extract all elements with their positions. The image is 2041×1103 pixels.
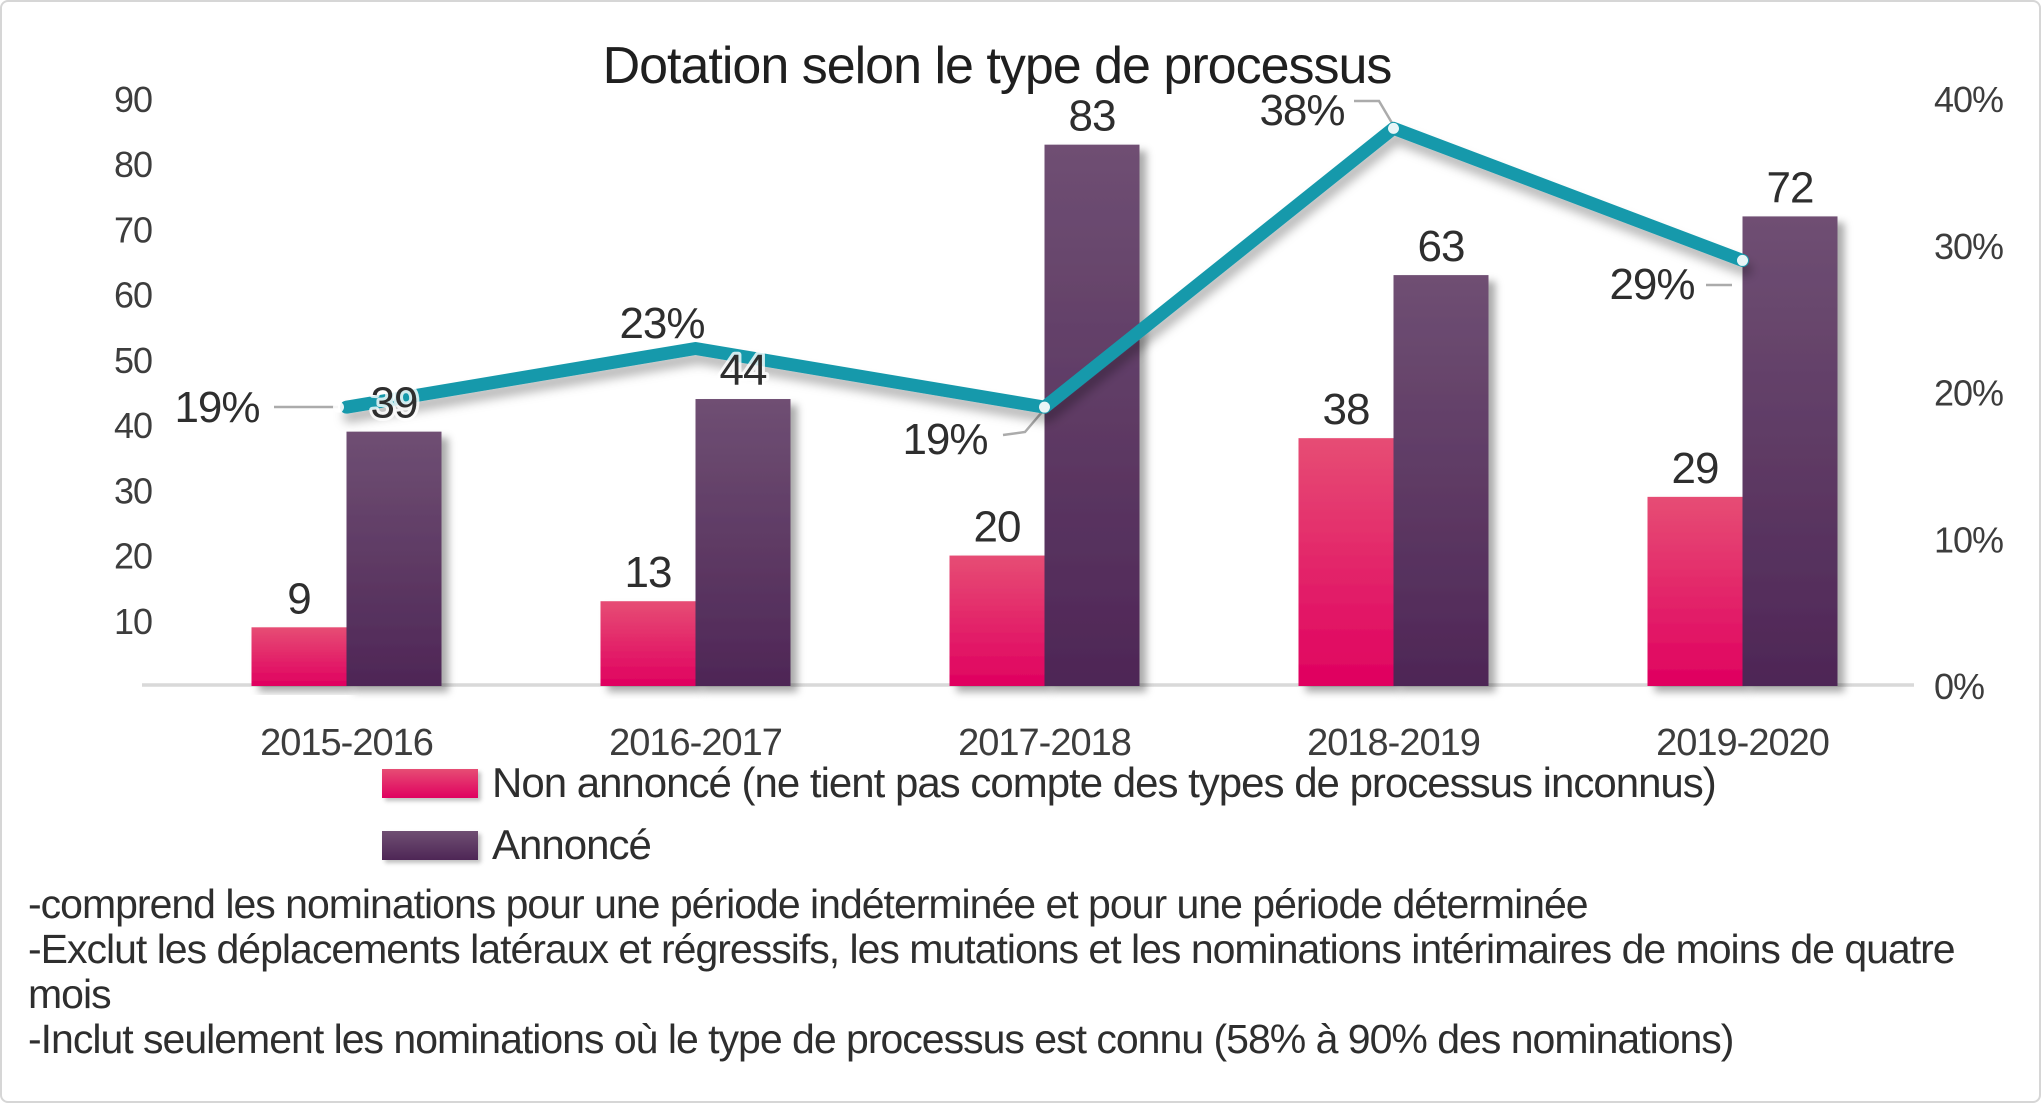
bar-non-annonce-2015-2016 — [251, 627, 347, 686]
label-leader-line — [1354, 99, 1394, 124]
bar-value-label: 13 — [625, 548, 672, 597]
bar-annonce-2017-2018 — [1044, 144, 1140, 687]
bars-non-annonce — [251, 438, 1743, 686]
x-axis-category-label: 2018-2019 — [1307, 722, 1480, 764]
left-axis-tick: 20 — [114, 536, 152, 577]
footnote-1: -comprend les nominations pour une pério… — [28, 881, 1589, 927]
right-axis-tick: 10% — [1934, 519, 2003, 560]
bar-value-label: 72 — [1767, 163, 1814, 212]
x-axis-category-label: 2016-2017 — [609, 722, 782, 764]
left-axis-tick: 10 — [114, 601, 152, 642]
line-percent-label: 19% — [174, 383, 259, 432]
right-axis-tick: 30% — [1934, 226, 2003, 267]
legend-label-non-annonce: Non annoncé (ne tient pas compte des typ… — [492, 759, 1717, 806]
bar-value-label: 38 — [1323, 385, 1370, 434]
bar-value-label: 39 — [371, 379, 418, 428]
bar-non-annonce-2016-2017 — [600, 601, 696, 686]
bar-annonce-2015-2016 — [346, 431, 442, 686]
x-axis-category-label: 2019-2020 — [1656, 722, 1829, 764]
leader-junction-dot — [1388, 122, 1399, 134]
chart-footnotes: -comprend les nominations pour une pério… — [28, 882, 2009, 1062]
bar-non-annonce-2017-2018 — [949, 555, 1045, 686]
leader-junction-dot — [1039, 401, 1050, 413]
left-axis-tick: 70 — [114, 209, 152, 250]
bars-annonce — [346, 144, 1838, 687]
leader-junction-dot — [333, 401, 344, 413]
chart-legend: Non annoncé (ne tient pas compte des typ… — [382, 759, 1717, 868]
bar-annonce-2019-2020 — [1742, 216, 1838, 686]
bar-value-label: 44 — [720, 346, 767, 395]
bar-value-label: 63 — [1418, 222, 1465, 271]
right-axis-tick: 0% — [1934, 666, 1984, 707]
legend-label-annonce: Annoncé — [492, 821, 652, 868]
legend-swatch-non-annonce — [382, 768, 478, 798]
chart-title: Dotation selon le type de processus — [602, 37, 1393, 95]
x-axis-category-label: 2017-2018 — [958, 722, 1131, 764]
right-axis-tick: 20% — [1934, 373, 2003, 414]
leader-junction-dot — [1737, 254, 1748, 266]
line-percent-label: 19% — [902, 415, 987, 464]
line-percent-label: 23% — [619, 299, 704, 348]
bar-value-label: 29 — [1672, 444, 1719, 493]
left-axis-tick: 60 — [114, 275, 152, 316]
line-percent-label: 38% — [1259, 86, 1344, 135]
bar-non-annonce-2019-2020 — [1647, 496, 1743, 686]
x-axis-category-label: 2015-2016 — [260, 722, 433, 764]
bar-value-label: 20 — [974, 503, 1021, 552]
bar-value-label: 9 — [287, 574, 310, 623]
left-axis-tick: 30 — [114, 470, 152, 511]
bar-annonce-2016-2017 — [695, 399, 791, 686]
left-axis-tick: 40 — [114, 405, 152, 446]
legend-swatch-annonce — [382, 830, 478, 860]
legend-item-non-annonce: Non annoncé (ne tient pas compte des typ… — [382, 759, 1717, 806]
line-percent-label: 29% — [1609, 260, 1694, 309]
left-axis-tick: 90 — [114, 79, 152, 120]
right-axis-tick: 40% — [1934, 79, 2003, 120]
left-axis-tick: 80 — [114, 144, 152, 185]
legend-item-annonce: Annoncé — [382, 821, 1716, 868]
bar-annonce-2018-2019 — [1393, 275, 1489, 686]
label-leader-line — [1002, 411, 1043, 437]
left-axis-tick: 50 — [114, 340, 152, 381]
footnote-2: -Exclut les déplacements latéraux et rég… — [28, 926, 1956, 1017]
bar-non-annonce-2018-2019 — [1298, 438, 1394, 686]
bar-value-label: 83 — [1069, 92, 1116, 141]
footnote-3: -Inclut seulement les nominations où le … — [28, 1016, 1734, 1062]
